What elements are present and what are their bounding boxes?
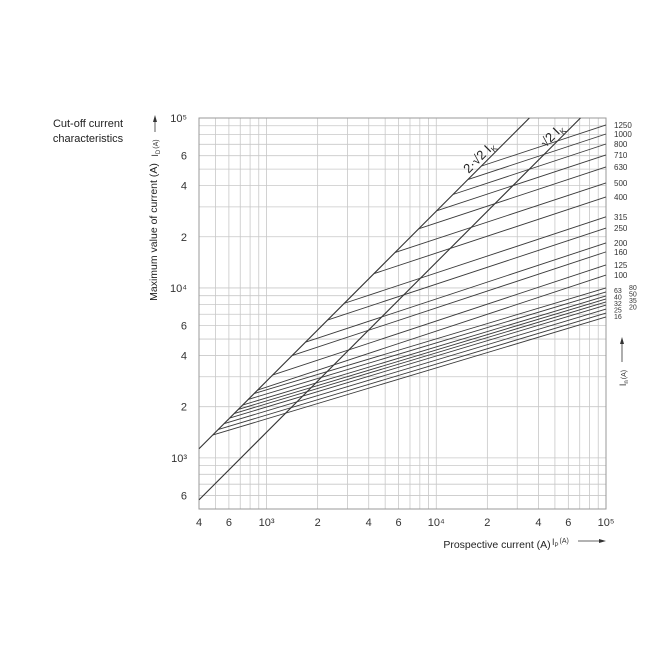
series-axis-symbol: In(A) <box>618 370 630 386</box>
series-axis-arrow-icon <box>620 337 624 362</box>
fuse-curve-710 <box>436 154 607 212</box>
x-tick-label: 4 <box>366 517 372 529</box>
fuse-rating-label: 40 <box>614 295 622 302</box>
fuse-rating-label: 500 <box>614 179 628 188</box>
fuse-rating-label: 63 <box>614 288 622 295</box>
y-tick-label: 10⁵ <box>170 113 187 125</box>
fuse-rating-label: 1250 <box>614 121 632 130</box>
tick-labels: 4 6 10³ 2 4 6 10⁴ 2 4 6 10⁵ 10⁵ 6 4 2 10⁴ 6 4 2 10³ 6 <box>170 113 614 529</box>
x-tick-label: 6 <box>396 517 402 529</box>
fuse-curve-35 <box>233 301 607 414</box>
svg-text:ID(A): ID(A) <box>150 139 162 156</box>
fuse-curve-1250 <box>481 124 607 167</box>
chart-title-line2: characteristics <box>53 133 124 145</box>
fuse-curve-25 <box>223 308 607 425</box>
x-axis-symbol: IP(A) <box>552 537 569 549</box>
x-tick-label: 10³ <box>259 517 275 529</box>
fuse-rating-label: 16 <box>614 314 622 321</box>
y-tick-label: 4 <box>181 351 187 363</box>
y-axis-symbol: ID(A) <box>150 139 162 156</box>
y-tick-label: 6 <box>181 151 187 163</box>
fuse-rating-label: 250 <box>614 224 628 233</box>
fuse-rating-label: 400 <box>614 193 628 202</box>
y-tick-label: 2 <box>181 232 187 244</box>
x-tick-label: 6 <box>565 517 571 529</box>
svg-text:In(A): In(A) <box>618 370 630 386</box>
y-tick-label: 6 <box>181 321 187 333</box>
fuse-rating-label: 800 <box>614 140 628 149</box>
fuse-rating-label: 50 <box>629 292 637 299</box>
reference-line-label: √2 IK <box>537 120 569 152</box>
fuse-curve-50 <box>242 295 607 406</box>
y-tick-label: 10⁴ <box>170 283 187 295</box>
x-axis-label: Prospective current (A) <box>443 539 550 551</box>
fuse-curve-16 <box>212 316 607 436</box>
fuse-curve-32 <box>229 304 607 419</box>
fuse-curve-40 <box>238 298 607 410</box>
plot-frame <box>198 117 607 510</box>
fuse-curve-200 <box>305 242 607 343</box>
fuse-curve-80 <box>253 287 607 394</box>
fuse-curve-63 <box>248 291 607 400</box>
fuse-curve-400 <box>373 196 607 275</box>
y-tick-label: 2 <box>181 402 187 414</box>
fuse-curves <box>212 124 607 436</box>
grid <box>199 118 606 509</box>
fuse-curve-20 <box>217 312 607 431</box>
fuse-rating-label: 710 <box>614 151 628 160</box>
fuse-rating-label: 630 <box>614 163 628 172</box>
fuse-rating-label: 1000 <box>614 130 632 139</box>
fuse-rating-label: 80 <box>629 285 637 292</box>
fuse-rating-label: 160 <box>614 248 628 257</box>
fuse-curve-630 <box>418 166 607 230</box>
fuse-curve-800 <box>452 143 607 195</box>
reference-lines: 2·√2 IK √2 IK <box>198 117 581 501</box>
y-tick-label: 4 <box>181 181 187 193</box>
fuse-curve-500 <box>394 182 607 254</box>
fuse-rating-label: 25 <box>614 308 622 315</box>
x-tick-label: 10⁵ <box>598 517 615 529</box>
fuse-rating-label: 200 <box>614 239 628 248</box>
x-tick-label: 2 <box>315 517 321 529</box>
fuse-curve-315 <box>344 216 607 304</box>
y-tick-label: 10³ <box>171 453 187 465</box>
y-tick-label: 6 <box>181 491 187 503</box>
fuse-rating-label: 100 <box>614 271 628 280</box>
y-axis-arrow-icon <box>153 115 157 132</box>
x-tick-label: 4 <box>196 517 202 529</box>
reference-line <box>198 117 530 450</box>
fuse-rating-label: 32 <box>614 301 622 308</box>
x-tick-label: 2 <box>484 517 490 529</box>
fuse-curve-125 <box>272 264 607 376</box>
fuse-curve-1000 <box>467 133 607 180</box>
reference-line <box>198 117 581 501</box>
fuse-curve-160 <box>291 251 607 356</box>
x-tick-label: 10⁴ <box>428 517 445 529</box>
x-axis-arrow-icon <box>578 539 606 543</box>
y-axis-label: Maximum value of current (A) <box>148 163 160 301</box>
fuse-curve-100 <box>257 274 607 391</box>
chart-title-line1: Cut-off current <box>53 118 123 130</box>
fuse-rating-label: 35 <box>629 298 637 305</box>
x-tick-label: 6 <box>226 517 232 529</box>
fuse-rating-label: 125 <box>614 261 628 270</box>
x-tick-label: 4 <box>535 517 541 529</box>
fuse-rating-label: 20 <box>629 305 637 312</box>
fuse-rating-label: 315 <box>614 213 628 222</box>
fuse-curve-250 <box>327 227 607 321</box>
